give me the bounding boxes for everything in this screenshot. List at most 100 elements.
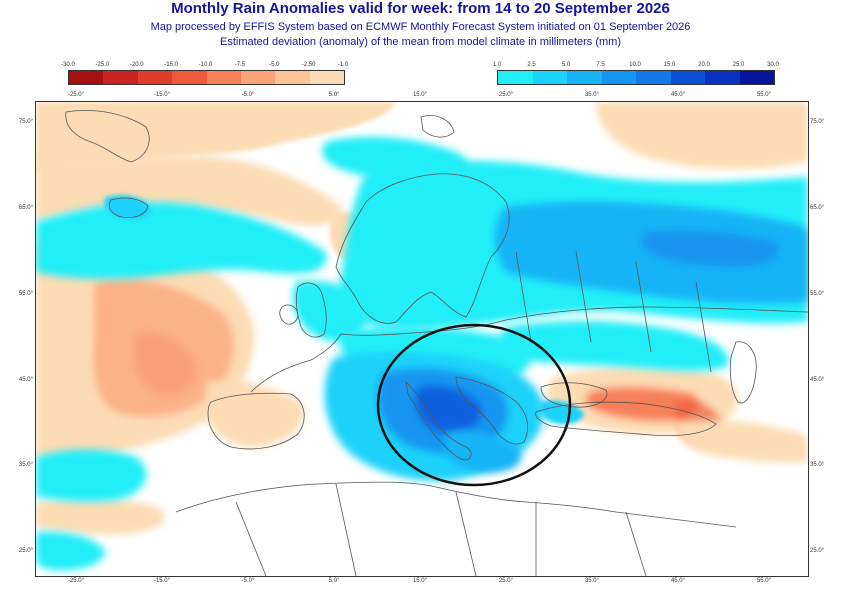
negative-anomaly-legend: -30.0 -25.0 -20.0 -15.0 -10.0 -7.5 -5.0 -2.50 -1…: [61, 62, 348, 85]
longitude-label: 35.0°: [584, 578, 600, 584]
wet-area-uk-north-sea: [292, 280, 367, 342]
legend-tick-label: -1.0: [337, 62, 349, 68]
anomaly-map-canvas: [36, 102, 808, 576]
legend-tick-label: 30.0: [767, 62, 779, 68]
border-eastern-europe-1: [515, 251, 532, 343]
latitude-label: 65.0°: [810, 205, 825, 211]
wet-anomaly-areas: [36, 136, 808, 571]
dry-area-greenland: [36, 102, 396, 172]
coastline-black-sea: [540, 382, 608, 408]
latitude-label: 45.0°: [18, 377, 33, 383]
legend-color-swatch: [636, 71, 671, 84]
highlight-circle: [376, 323, 572, 487]
longitude-label: -5.0°: [241, 92, 255, 98]
legend-color-swatch: [705, 71, 740, 84]
border-eastern-europe-3: [635, 261, 652, 353]
legend-tick-label: 5.0: [561, 62, 571, 68]
anomaly-map: [35, 101, 809, 577]
positive-legend-colorbar: [497, 70, 775, 85]
coastline-scandinavia: [335, 173, 510, 324]
latitude-label: 75.0°: [810, 119, 825, 125]
longitude-label: -25.0°: [67, 92, 85, 98]
longitude-label: 5.0°: [328, 92, 340, 98]
legend-tick-label: -30.0: [61, 62, 75, 68]
coastline-north-africa: [175, 481, 737, 528]
latitude-label: 75.0°: [18, 119, 33, 125]
legend-tick-label: 7.5: [596, 62, 605, 68]
wet-area-north-atlantic: [36, 202, 327, 280]
coastline-mainland-europe: [250, 306, 808, 393]
longitude-label: 55.0°: [756, 92, 772, 98]
dry-area-iberia: [206, 380, 304, 448]
latitude-label: 25.0°: [18, 548, 33, 554]
longitude-label: -25.0°: [67, 578, 85, 584]
legend-tick-label: -25.0: [95, 62, 110, 68]
dry-area-atlantic-inner: [133, 331, 197, 397]
latitude-label: 35.0°: [18, 462, 33, 468]
longitude-label: 5.0°: [328, 578, 340, 584]
border-eastern-europe-2: [575, 251, 592, 343]
coastline-italy: [405, 380, 472, 461]
positive-anomaly-legend: 1.0 2.5 5.0 7.5 10.0 15.0 20.0 25.0 30.0: [493, 62, 779, 85]
legend-tick-label: 2.5: [527, 62, 536, 68]
latitude-label: 45.0°: [810, 377, 825, 383]
legend-color-swatch: [206, 71, 241, 84]
map-title: Monthly Rain Anomalies valid for week: f…: [171, 0, 670, 17]
coastline-iceland: [108, 197, 149, 218]
legend-tick-label: 25.0: [732, 62, 745, 68]
legend-tick-label: 10.0: [629, 62, 641, 68]
negative-legend-colorbar: [68, 70, 345, 85]
legend-tick-label: -15.0: [164, 62, 178, 68]
legend-color-swatch: [240, 71, 276, 84]
border-north-africa-1: [235, 501, 267, 576]
border-eastern-europe-4: [695, 281, 712, 373]
legend-color-swatch: [670, 71, 705, 84]
dry-area-anatolia-core: [586, 387, 699, 421]
dry-anomaly-areas: [36, 102, 808, 535]
country-borders: [65, 109, 808, 576]
map-subtitle-1: Map processed by EFFIS System based on E…: [150, 21, 691, 33]
legend-tick-label: -5.0: [269, 62, 280, 68]
longitude-label: 25.0°: [498, 92, 514, 98]
coastline-greenland: [65, 109, 150, 163]
legend-color-swatch: [172, 71, 207, 84]
wet-area-ionian: [444, 430, 522, 473]
border-north-africa-5: [625, 511, 647, 576]
legend-tick-label: -10.0: [198, 62, 213, 68]
legend-color-swatch: [137, 71, 173, 84]
wet-area-russia-core: [640, 230, 779, 267]
legend-tick-label: 20.0: [698, 62, 710, 68]
latitude-label: 55.0°: [18, 291, 33, 297]
longitude-label: -5.0°: [241, 578, 255, 584]
legend-tick-label: 15.0: [663, 62, 676, 68]
longitude-label: -15.0°: [153, 92, 171, 98]
longitude-label: -15.0°: [153, 578, 171, 584]
wet-area-iceland: [104, 195, 151, 220]
wet-area-eastern-europe: [501, 320, 729, 371]
coastline-uk: [295, 282, 327, 338]
legend-color-swatch: [567, 71, 602, 84]
legend-color-swatch: [739, 71, 774, 84]
legend-tick-label: -7.5: [234, 62, 246, 68]
legend-tick-label: 1.0: [492, 62, 502, 68]
legend-color-swatch: [601, 71, 636, 84]
coastline-iberia: [207, 392, 305, 450]
wet-area-atlantic-south: [36, 449, 147, 502]
dry-area-middle-east: [675, 420, 808, 463]
coastline-svalbard: [420, 115, 455, 138]
longitude-label: 15.0°: [412, 578, 428, 584]
legend-color-swatch: [532, 71, 567, 84]
longitude-label: 15.0°: [412, 92, 428, 98]
longitude-label: 45.0°: [670, 92, 686, 98]
wet-area-canaries: [36, 531, 106, 571]
dry-area-north-africa-west: [36, 498, 165, 535]
coastline-caspian: [729, 341, 757, 404]
legend-color-swatch: [498, 71, 533, 84]
dry-area-arctic-northeast: [596, 102, 808, 169]
border-north-africa-3: [455, 491, 477, 576]
longitude-label: 25.0°: [498, 578, 514, 584]
longitude-label: 55.0°: [756, 578, 772, 584]
latitude-label: 35.0°: [810, 462, 825, 468]
legend-tick-label: -20.0: [129, 62, 144, 68]
longitude-label: 35.0°: [584, 92, 600, 98]
